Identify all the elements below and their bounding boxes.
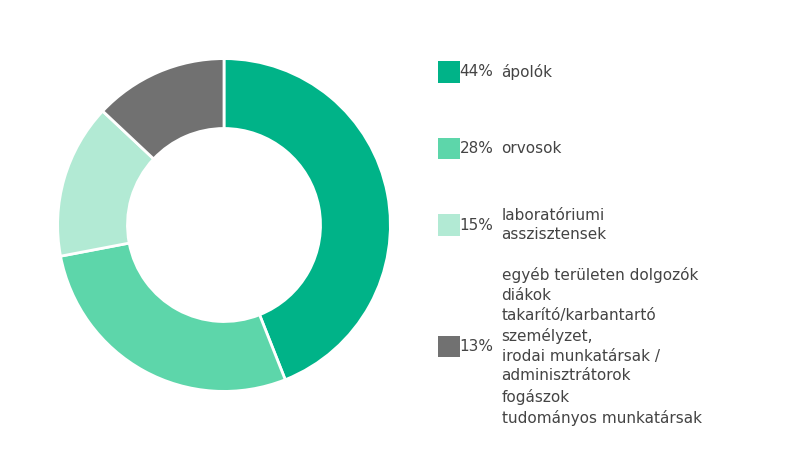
Text: 13%: 13% xyxy=(459,339,494,354)
Wedge shape xyxy=(224,58,390,380)
Text: 15%: 15% xyxy=(460,217,494,233)
Wedge shape xyxy=(102,58,224,159)
Text: egyéb területen dolgozók
diákok
takarító/karbantartó
személyzet,
irodai munkatár: egyéb területen dolgozók diákok takarító… xyxy=(502,267,702,426)
Text: 44%: 44% xyxy=(460,64,494,80)
Text: orvosok: orvosok xyxy=(502,141,562,156)
Wedge shape xyxy=(58,111,154,256)
Wedge shape xyxy=(61,243,286,392)
Text: ápolók: ápolók xyxy=(502,64,553,80)
Text: 28%: 28% xyxy=(460,141,494,156)
Text: laboratóriumi
asszisztensek: laboratóriumi asszisztensek xyxy=(502,207,606,243)
